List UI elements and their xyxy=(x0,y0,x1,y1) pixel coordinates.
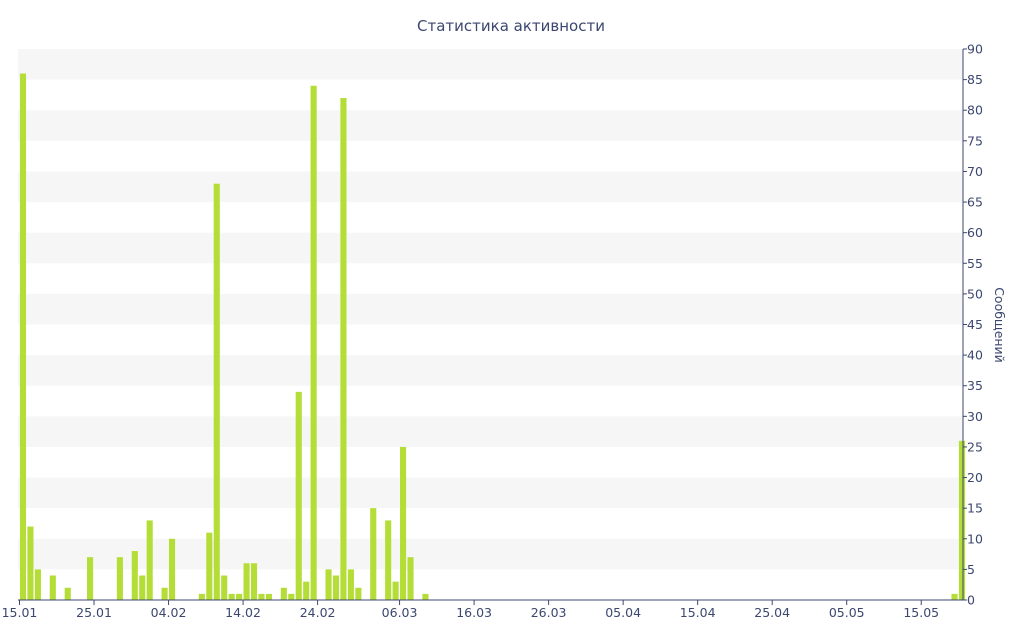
x-tick-label: 15.04 xyxy=(680,605,716,620)
bar xyxy=(87,557,94,600)
bar xyxy=(265,593,272,600)
y-tick-label: 65 xyxy=(967,195,983,210)
y-tick-label: 85 xyxy=(967,72,983,87)
grid-band xyxy=(18,171,963,203)
bar xyxy=(295,391,302,600)
grid-bands xyxy=(18,49,963,570)
bar xyxy=(422,593,429,600)
y-tick-label: 10 xyxy=(967,531,983,546)
bar xyxy=(340,97,347,600)
bar xyxy=(34,569,41,600)
bar xyxy=(288,593,295,600)
y-tick-label: 40 xyxy=(967,348,983,363)
grid-band xyxy=(18,477,963,509)
chart-title: Статистика активности xyxy=(417,17,605,35)
bar xyxy=(198,593,205,600)
bar xyxy=(392,581,399,600)
bar xyxy=(64,587,71,600)
bar xyxy=(228,593,235,600)
y-tick-label: 75 xyxy=(967,133,983,148)
y-tick-label: 90 xyxy=(967,42,983,57)
bar xyxy=(131,551,138,600)
y-tick-label: 35 xyxy=(967,378,983,393)
x-tick-label: 25.01 xyxy=(76,605,112,620)
bar xyxy=(161,587,168,600)
x-tick-label: 24.02 xyxy=(300,605,336,620)
y-tick-label: 15 xyxy=(967,501,983,516)
bar xyxy=(49,575,56,600)
x-tick-label: 15.05 xyxy=(903,605,939,620)
x-tick-label: 26.03 xyxy=(531,605,567,620)
y-tick-label: 0 xyxy=(967,593,975,608)
bar xyxy=(310,85,317,600)
x-tick-label: 25.04 xyxy=(754,605,790,620)
bar xyxy=(332,575,340,600)
y-tick-label: 80 xyxy=(967,103,983,118)
bar xyxy=(258,593,265,600)
bars xyxy=(19,73,966,600)
bar xyxy=(958,440,966,600)
bar xyxy=(243,563,250,600)
y-axis-title: Сообщений xyxy=(992,287,1007,363)
bar xyxy=(27,526,34,600)
bar xyxy=(370,508,377,600)
bar xyxy=(206,532,213,600)
grid-band xyxy=(18,232,963,264)
bar xyxy=(146,520,153,600)
grid-band xyxy=(18,293,963,325)
bar xyxy=(407,557,414,600)
y-tick-label: 5 xyxy=(967,562,975,577)
y-tick-label: 50 xyxy=(967,286,983,301)
grid-band xyxy=(18,49,963,80)
y-tick-label: 30 xyxy=(967,409,983,424)
bar xyxy=(221,575,228,600)
y-tick-label: 25 xyxy=(967,439,983,454)
bar xyxy=(385,520,392,600)
grid-band xyxy=(18,416,963,447)
y-tick-label: 20 xyxy=(967,470,983,485)
x-tick-label: 05.04 xyxy=(605,605,641,620)
bar xyxy=(400,446,407,600)
x-tick-label: 15.01 xyxy=(2,605,38,620)
y-tick-label: 70 xyxy=(967,164,983,179)
x-tick-label: 14.02 xyxy=(225,605,261,620)
bar xyxy=(116,557,123,600)
grid-band xyxy=(18,355,963,386)
bar xyxy=(303,581,310,600)
bar xyxy=(168,538,176,600)
y-tick-label: 45 xyxy=(967,317,983,332)
bar xyxy=(250,563,258,600)
bar xyxy=(236,593,243,600)
y-tick-label: 60 xyxy=(967,225,983,240)
x-axis: 15.01 25.01 04.02 14.02 24.02 06.03 16.03 26.03… xyxy=(2,600,939,620)
bar xyxy=(213,183,220,600)
bar xyxy=(325,569,332,600)
x-tick-label: 06.03 xyxy=(382,605,418,620)
bar xyxy=(347,569,354,600)
grid-band xyxy=(18,110,963,141)
bar xyxy=(280,587,287,600)
grid-band xyxy=(18,538,963,570)
bar xyxy=(951,593,958,600)
y-axis: 0 5 10 15 20 25 30 35 40 45 50 55 60 65 70 75 80 85 90 xyxy=(963,42,983,608)
y-tick-label: 55 xyxy=(967,256,983,271)
x-tick-label: 16.03 xyxy=(456,605,492,620)
bar xyxy=(19,73,27,600)
x-tick-label: 04.02 xyxy=(151,605,187,620)
bar xyxy=(355,587,362,600)
x-tick-label: 05.05 xyxy=(829,605,865,620)
bar xyxy=(139,575,146,600)
